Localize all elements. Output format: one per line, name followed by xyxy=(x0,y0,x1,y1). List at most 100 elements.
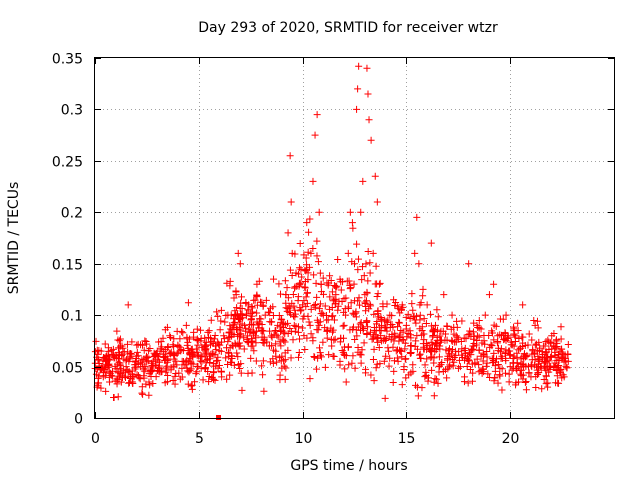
data-point xyxy=(536,344,544,352)
data-point xyxy=(298,273,306,281)
data-point xyxy=(440,291,448,299)
data-point xyxy=(282,291,290,299)
data-point xyxy=(183,364,191,372)
data-point xyxy=(298,324,306,332)
data-point xyxy=(335,297,343,305)
data-point xyxy=(287,354,295,362)
data-point xyxy=(280,320,288,328)
data-point xyxy=(390,337,398,345)
data-point xyxy=(419,285,427,293)
data-point xyxy=(299,301,307,309)
data-point xyxy=(428,366,436,374)
data-point xyxy=(434,313,442,321)
data-point xyxy=(415,260,423,268)
data-point xyxy=(214,338,222,346)
data-point xyxy=(187,345,195,353)
data-point xyxy=(257,315,265,323)
data-point xyxy=(139,390,147,398)
data-point xyxy=(453,333,461,341)
data-point xyxy=(309,334,317,342)
data-point xyxy=(372,320,380,328)
data-point xyxy=(217,347,225,355)
data-point xyxy=(345,343,353,351)
data-point xyxy=(316,344,324,352)
data-point xyxy=(313,316,321,324)
data-point xyxy=(405,371,413,379)
grid-lines xyxy=(95,58,614,418)
data-point xyxy=(317,280,325,288)
data-point xyxy=(412,319,420,327)
data-point xyxy=(291,306,299,314)
data-point xyxy=(301,266,309,274)
data-point xyxy=(558,355,566,363)
data-point xyxy=(211,342,219,350)
data-point xyxy=(284,346,292,354)
data-point xyxy=(269,303,277,311)
data-point xyxy=(304,276,312,284)
data-point xyxy=(367,302,375,310)
data-point xyxy=(361,291,369,299)
data-point xyxy=(502,337,510,345)
data-point xyxy=(389,343,397,351)
data-point xyxy=(490,336,498,344)
data-point xyxy=(309,177,317,185)
data-point xyxy=(516,344,524,352)
data-point xyxy=(202,356,210,364)
data-point xyxy=(319,274,327,282)
data-point xyxy=(259,302,267,310)
data-point xyxy=(382,317,390,325)
data-point xyxy=(488,329,496,337)
data-point xyxy=(502,349,510,357)
data-point xyxy=(508,366,516,374)
data-point xyxy=(478,369,486,377)
data-point xyxy=(213,308,221,316)
data-point xyxy=(421,361,429,369)
data-point xyxy=(163,323,171,331)
data-point xyxy=(245,301,253,309)
data-point xyxy=(374,290,382,298)
data-point xyxy=(422,371,430,379)
data-point xyxy=(275,312,283,320)
data-point xyxy=(233,304,241,312)
data-point xyxy=(414,392,422,400)
data-point xyxy=(113,327,121,335)
data-point xyxy=(444,352,452,360)
data-point xyxy=(406,315,414,323)
data-point xyxy=(419,292,427,300)
data-point xyxy=(412,381,420,389)
data-point xyxy=(475,346,483,354)
data-point xyxy=(160,348,168,356)
data-point xyxy=(247,310,255,318)
chart-title: Day 293 of 2020, SRMTID for receiver wtz… xyxy=(198,20,498,36)
data-point xyxy=(205,378,213,386)
data-point xyxy=(400,366,408,374)
data-point xyxy=(316,300,324,308)
data-point xyxy=(530,350,538,358)
data-point xyxy=(302,254,310,262)
data-point xyxy=(249,342,257,350)
data-point xyxy=(105,360,113,368)
data-point xyxy=(296,239,304,247)
data-point xyxy=(396,319,404,327)
data-point xyxy=(314,258,322,266)
data-point xyxy=(232,291,240,299)
data-point xyxy=(236,304,244,312)
data-point xyxy=(268,318,276,326)
data-point xyxy=(224,338,232,346)
data-point xyxy=(169,376,177,384)
data-point xyxy=(331,335,339,343)
data-point xyxy=(450,353,458,361)
data-point xyxy=(455,356,463,364)
data-point xyxy=(193,325,201,333)
data-point xyxy=(207,316,215,324)
data-point xyxy=(224,311,232,319)
data-point xyxy=(224,348,232,356)
data-point xyxy=(409,313,417,321)
data-point xyxy=(334,306,342,314)
data-point xyxy=(412,337,420,345)
data-point xyxy=(493,355,501,363)
data-point xyxy=(286,325,294,333)
data-point xyxy=(357,319,365,327)
data-point xyxy=(247,354,255,362)
data-point xyxy=(356,320,364,328)
